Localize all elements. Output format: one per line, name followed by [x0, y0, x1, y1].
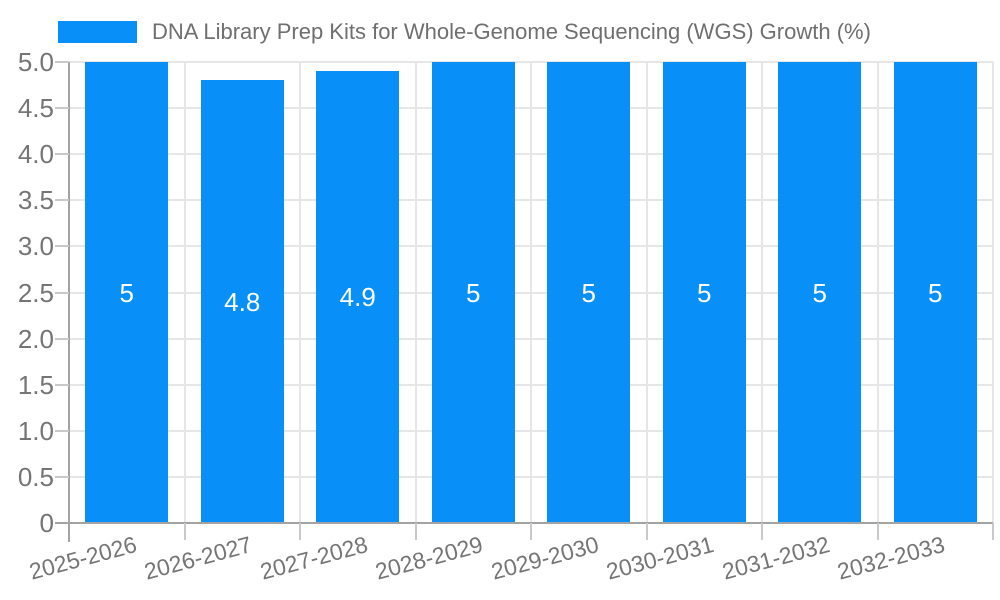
y-tick-mark — [55, 245, 69, 248]
gridline-vertical — [645, 62, 648, 523]
y-axis-line — [68, 62, 70, 542]
x-tick-mark — [992, 523, 994, 540]
x-tick-mark — [183, 523, 186, 540]
gridline-vertical — [876, 62, 879, 523]
gridline-vertical — [530, 62, 532, 523]
y-tick-mark — [55, 107, 69, 110]
bar: 5 — [662, 62, 746, 523]
y-tick-mark — [55, 61, 69, 63]
bar: 4.8 — [200, 80, 284, 523]
y-tick-mark — [55, 199, 69, 202]
x-tick-mark — [876, 523, 879, 540]
gridline-vertical — [761, 62, 763, 523]
bar-value-label: 5 — [812, 277, 827, 308]
bar-value-label: 4.8 — [224, 286, 261, 317]
y-tick-mark — [55, 153, 69, 156]
y-tick-label: 5.0 — [17, 47, 54, 77]
legend-item: DNA Library Prep Kits for Whole-Genome S… — [58, 19, 871, 45]
gridline-vertical — [299, 62, 301, 523]
x-tick-mark — [645, 523, 648, 540]
y-tick-mark — [55, 429, 69, 432]
y-tick-label: 0.5 — [17, 461, 54, 492]
y-tick-label: 1.5 — [17, 369, 54, 400]
y-tick-label: 3.0 — [17, 231, 54, 262]
gridline-vertical — [414, 62, 417, 523]
bar: 5 — [85, 62, 169, 523]
y-tick-mark — [55, 383, 69, 386]
bar-value-label: 5 — [466, 277, 481, 308]
bar: 5 — [893, 62, 977, 523]
y-tick-label: 2.0 — [17, 323, 54, 354]
legend-swatch — [58, 21, 137, 43]
bar-value-label: 5 — [697, 277, 712, 308]
x-tick-mark — [414, 523, 417, 540]
x-axis-line — [55, 522, 993, 524]
gridline-vertical — [183, 62, 186, 523]
gridline-vertical — [992, 62, 994, 523]
y-tick-mark — [55, 337, 69, 340]
bar-value-label: 4.9 — [339, 282, 376, 313]
bar: 5 — [778, 62, 862, 523]
x-tick-mark — [68, 523, 70, 540]
x-tick-mark — [761, 523, 763, 540]
bar: 5 — [547, 62, 631, 523]
y-tick-label: 0 — [39, 508, 54, 538]
y-tick-label: 2.5 — [17, 277, 54, 308]
y-tick-mark — [55, 291, 69, 294]
y-tick-label: 4.5 — [17, 93, 54, 124]
bar-value-label: 5 — [928, 277, 943, 308]
y-tick-mark — [55, 475, 69, 478]
x-tick-mark — [299, 523, 301, 540]
bar-value-label: 5 — [119, 277, 134, 308]
bar: 4.9 — [316, 71, 400, 523]
x-tick-mark — [530, 523, 532, 540]
y-tick-label: 1.0 — [17, 415, 54, 446]
bar-value-label: 5 — [581, 277, 596, 308]
y-tick-label: 4.0 — [17, 139, 54, 170]
y-tick-label: 3.5 — [17, 185, 54, 216]
legend-label: DNA Library Prep Kits for Whole-Genome S… — [152, 19, 871, 44]
bar: 5 — [431, 62, 515, 523]
